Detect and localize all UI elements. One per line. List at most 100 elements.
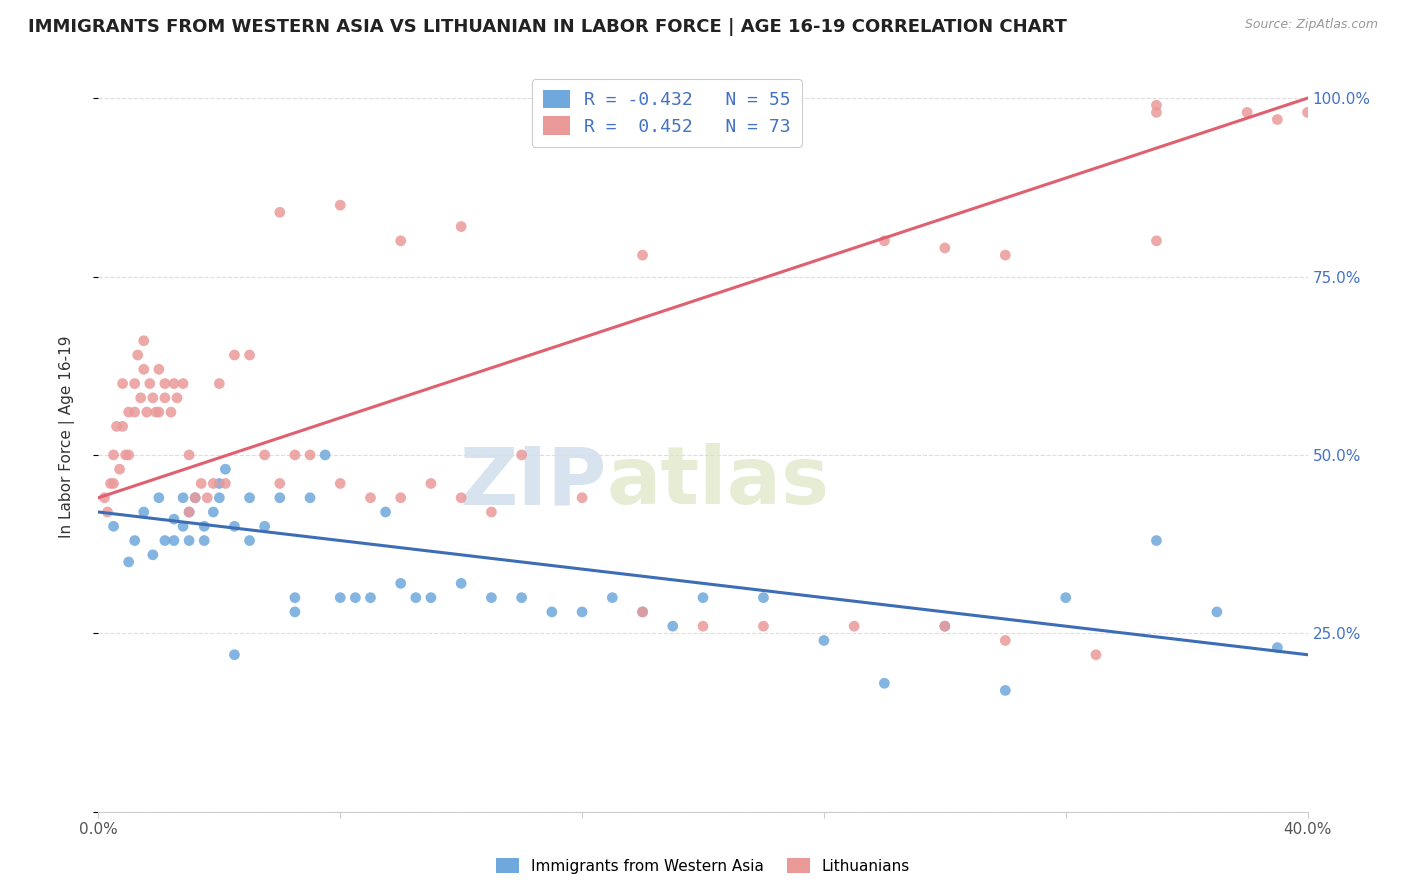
Point — [253, 519, 276, 533]
Text: Source: ZipAtlas.com: Source: ZipAtlas.com — [1244, 18, 1378, 31]
Point — [329, 198, 352, 212]
Point — [450, 219, 472, 234]
Point — [111, 419, 134, 434]
Point — [934, 241, 956, 255]
Point — [934, 619, 956, 633]
Point — [389, 576, 412, 591]
Text: ZIP: ZIP — [458, 443, 606, 521]
Point — [172, 376, 194, 391]
Point — [202, 476, 225, 491]
Point — [631, 605, 654, 619]
Point — [208, 476, 231, 491]
Point — [179, 505, 201, 519]
Point — [139, 376, 162, 391]
Point — [1236, 105, 1258, 120]
Point — [224, 648, 246, 662]
Point — [1267, 640, 1289, 655]
Point — [510, 591, 533, 605]
Point — [193, 533, 215, 548]
Point — [299, 491, 322, 505]
Point — [96, 505, 118, 519]
Point — [540, 605, 562, 619]
Point — [329, 476, 352, 491]
Point — [314, 448, 336, 462]
Point — [420, 591, 443, 605]
Point — [118, 405, 141, 419]
Point — [329, 591, 352, 605]
Point — [661, 619, 683, 633]
Point — [1144, 533, 1167, 548]
Text: atlas: atlas — [606, 443, 830, 521]
Point — [132, 362, 155, 376]
Point — [631, 248, 654, 262]
Point — [190, 476, 212, 491]
Point — [163, 533, 186, 548]
Point — [214, 476, 236, 491]
Point — [105, 419, 128, 434]
Point — [163, 376, 186, 391]
Point — [224, 519, 246, 533]
Point — [269, 476, 291, 491]
Point — [179, 448, 201, 462]
Point — [153, 376, 176, 391]
Point — [111, 376, 134, 391]
Point — [124, 405, 146, 419]
Point — [118, 555, 141, 569]
Point — [602, 591, 624, 605]
Point — [1144, 234, 1167, 248]
Point — [1085, 648, 1108, 662]
Point — [813, 633, 835, 648]
Point — [752, 591, 775, 605]
Point — [420, 476, 443, 491]
Point — [172, 491, 194, 505]
Point — [127, 348, 149, 362]
Point — [142, 548, 165, 562]
Point — [103, 476, 125, 491]
Text: IMMIGRANTS FROM WESTERN ASIA VS LITHUANIAN IN LABOR FORCE | AGE 16-19 CORRELATIO: IMMIGRANTS FROM WESTERN ASIA VS LITHUANI… — [28, 18, 1067, 36]
Point — [100, 476, 122, 491]
Point — [1144, 105, 1167, 120]
Point — [284, 591, 307, 605]
Point — [284, 448, 307, 462]
Point — [163, 512, 186, 526]
Point — [873, 676, 896, 690]
Point — [184, 491, 207, 505]
Point — [132, 505, 155, 519]
Point — [571, 491, 593, 505]
Point — [284, 605, 307, 619]
Point — [193, 519, 215, 533]
Point — [135, 405, 157, 419]
Point — [389, 234, 412, 248]
Point — [752, 619, 775, 633]
Point — [269, 205, 291, 219]
Point — [1267, 112, 1289, 127]
Point — [994, 248, 1017, 262]
Point — [114, 448, 136, 462]
Point — [148, 362, 170, 376]
Point — [179, 533, 201, 548]
Y-axis label: In Labor Force | Age 16-19: In Labor Force | Age 16-19 — [59, 335, 75, 539]
Point — [994, 683, 1017, 698]
Point — [166, 391, 188, 405]
Point — [103, 448, 125, 462]
Legend: R = -0.432   N = 55, R =  0.452   N = 73: R = -0.432 N = 55, R = 0.452 N = 73 — [531, 79, 801, 146]
Point — [844, 619, 866, 633]
Point — [1054, 591, 1077, 605]
Point — [202, 505, 225, 519]
Point — [360, 591, 382, 605]
Point — [389, 491, 412, 505]
Point — [160, 405, 183, 419]
Point — [405, 591, 427, 605]
Point — [374, 505, 396, 519]
Point — [153, 533, 176, 548]
Point — [195, 491, 218, 505]
Point — [239, 491, 262, 505]
Point — [124, 533, 146, 548]
Point — [344, 591, 367, 605]
Point — [1144, 98, 1167, 112]
Point — [269, 491, 291, 505]
Point — [481, 591, 503, 605]
Point — [118, 448, 141, 462]
Point — [184, 491, 207, 505]
Point — [214, 462, 236, 476]
